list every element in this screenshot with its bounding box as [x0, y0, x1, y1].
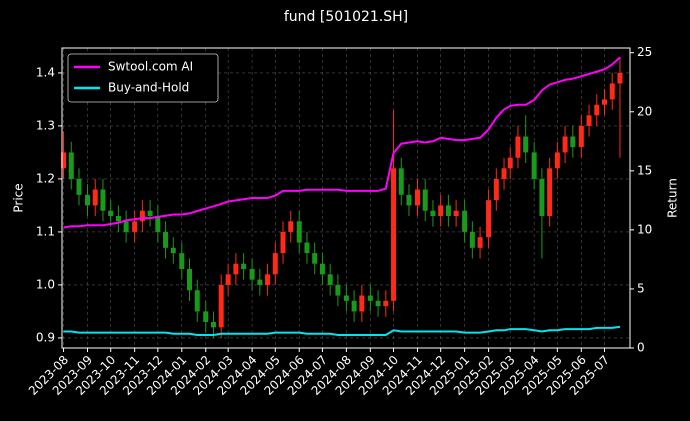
candle-body — [391, 168, 397, 301]
y2-axis-label: Return — [666, 178, 680, 218]
candle-body — [203, 311, 209, 323]
y-tick-label: 1.0 — [36, 277, 55, 291]
candle-body — [304, 242, 310, 254]
candle-body — [92, 189, 98, 206]
candle-body — [406, 194, 412, 206]
line-series — [63, 56, 621, 229]
candle-body — [414, 189, 420, 206]
candle-body — [233, 263, 239, 275]
candle-body — [539, 178, 545, 217]
y2-tick-label: 10 — [637, 222, 652, 236]
y-tick-label: 1.2 — [36, 171, 55, 185]
candle-body — [210, 322, 216, 328]
chart-title: fund [501021.SH] — [284, 9, 408, 25]
candle-body — [562, 136, 568, 153]
candle-body — [398, 168, 404, 195]
candle-body — [319, 263, 325, 275]
y-tick-label: 1.3 — [36, 118, 55, 132]
candle-body — [225, 274, 231, 285]
legend-label: Buy-and-Hold — [108, 81, 189, 95]
candle-body — [272, 253, 278, 275]
candle-body — [570, 136, 576, 148]
candle-body — [265, 274, 271, 285]
candle-body — [586, 115, 592, 126]
candle-body — [594, 104, 600, 116]
candle-body — [123, 221, 129, 232]
candle-body — [617, 72, 623, 84]
candle-body — [609, 83, 615, 100]
y2-tick-label: 0 — [637, 341, 645, 355]
candle-body — [170, 247, 176, 254]
legend-box — [67, 53, 219, 103]
candle-body — [296, 221, 302, 243]
candle-body — [359, 295, 365, 312]
candle-body — [147, 210, 153, 217]
y2-tick-label: 20 — [637, 104, 652, 118]
candle-body — [85, 194, 91, 206]
candle-body — [132, 221, 138, 232]
candle-body — [493, 178, 499, 201]
y-tick-label: 0.9 — [36, 330, 55, 344]
candle-body — [155, 216, 161, 232]
candle-body — [477, 237, 483, 248]
candle-body — [249, 269, 255, 280]
candle-body — [100, 189, 106, 211]
candle-body — [187, 269, 193, 291]
candle-body — [351, 300, 357, 312]
candle-body — [453, 210, 459, 217]
y-axis-label: Price — [12, 183, 26, 212]
candles — [61, 57, 623, 338]
y2-tick-label: 25 — [637, 45, 652, 59]
candle-body — [501, 168, 507, 179]
candle-body — [288, 221, 294, 232]
candle-body — [115, 216, 121, 222]
candle-body — [462, 210, 468, 232]
candle-body — [486, 200, 492, 238]
candle-body — [523, 136, 529, 153]
candle-body — [531, 152, 537, 179]
candle-body — [507, 157, 513, 169]
candle-body — [469, 231, 475, 248]
y-tick-label: 1.4 — [36, 65, 55, 79]
candle-body — [343, 295, 349, 301]
candle-body — [61, 152, 67, 169]
candle-body — [383, 300, 389, 307]
candle-body — [601, 99, 607, 105]
candle-body — [179, 253, 185, 270]
candle-body — [438, 205, 444, 217]
candle-body — [194, 290, 200, 312]
candle-body — [578, 125, 584, 148]
candle-body — [335, 284, 341, 296]
candle-body — [241, 263, 247, 270]
candle-body — [367, 295, 373, 301]
y2-tick-label: 5 — [637, 281, 645, 295]
candle-body — [327, 274, 333, 285]
candle-body — [108, 210, 114, 217]
candle-body — [422, 189, 428, 211]
candle-body — [430, 210, 436, 217]
candle-body — [139, 210, 145, 222]
line-series — [63, 325, 621, 336]
candle-body — [547, 168, 553, 217]
candle-body — [163, 231, 169, 248]
candle-body — [257, 279, 263, 285]
candle-body — [445, 205, 451, 217]
plot-frame — [61, 47, 631, 349]
candle-body — [312, 253, 318, 264]
candle-body — [280, 231, 286, 254]
y-tick-label: 1.1 — [36, 224, 55, 238]
candle-body — [515, 136, 521, 158]
y2-tick-label: 15 — [637, 163, 652, 177]
legend-label: Swtool.com AI — [108, 60, 193, 74]
candle-body — [76, 178, 82, 195]
candle-body — [375, 300, 381, 307]
candle-body — [68, 152, 74, 179]
candle-body — [218, 284, 224, 328]
candle-body — [554, 152, 560, 169]
